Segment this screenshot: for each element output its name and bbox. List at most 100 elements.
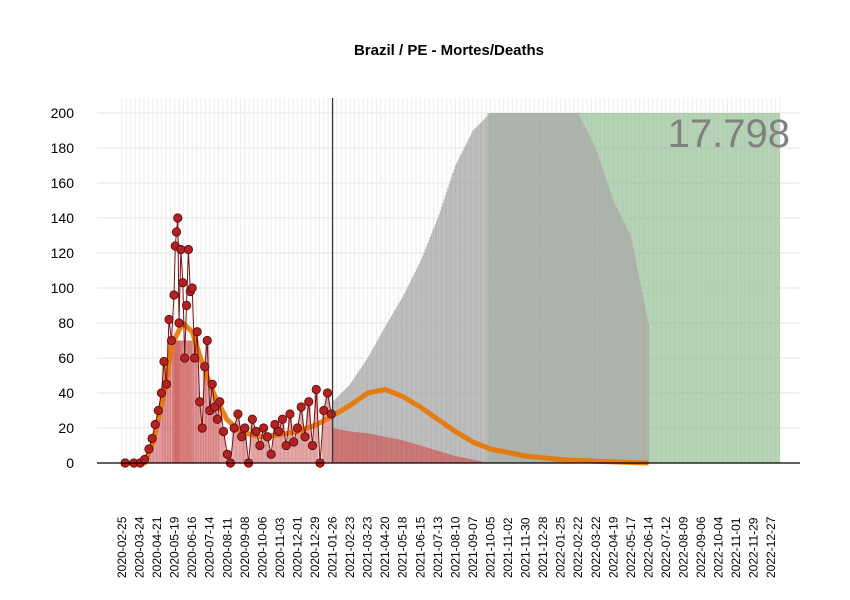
projection-lower-bar [368, 433, 370, 463]
observed-point [281, 440, 291, 451]
x-tick-label: 2022-11-29 [747, 517, 761, 578]
x-tick-label: 2021-12-28 [536, 516, 550, 578]
projection-upper-bar [558, 113, 561, 463]
projection-upper-bar [358, 371, 360, 463]
projection-upper-bar [639, 279, 641, 463]
y-tick-label: 180 [51, 140, 75, 156]
projection-lower-bar [439, 451, 441, 463]
projection-upper-bar [537, 113, 539, 463]
projection-lower-bar [451, 454, 453, 463]
projection-lower-bar [458, 456, 460, 463]
observed-bar [272, 424, 277, 463]
observed-bar [202, 366, 207, 463]
projection-lower-bar [403, 440, 405, 463]
observed-points [120, 213, 336, 468]
projection-lower-bar [397, 439, 399, 463]
projection-upper-bar [483, 119, 485, 463]
projection-lower-bar [378, 435, 380, 463]
observed-point [150, 419, 160, 430]
projection-upper-bar [570, 113, 572, 463]
projection-upper-bar [542, 113, 544, 463]
observed-bar [190, 340, 195, 463]
projection-lower-bar [369, 433, 371, 463]
projection-upper-bar [518, 113, 520, 463]
projection-upper-bar [402, 296, 404, 463]
projection-upper-bar [552, 113, 554, 463]
x-tick-label: 2020-09-08 [238, 516, 252, 578]
projection-lower-bar [398, 439, 400, 463]
projection-lower-bar [374, 434, 376, 463]
projection-upper-bar [414, 271, 416, 463]
observed-point [144, 444, 154, 454]
observed-bar [321, 410, 326, 463]
projection-lower-bar [479, 461, 482, 463]
projection-lower-bar [419, 445, 421, 463]
projection-upper-bar [407, 286, 409, 463]
y-tick-label: 80 [58, 315, 74, 331]
projection-upper-bar [529, 113, 532, 463]
projection-lower-bar [385, 437, 388, 463]
projection-upper-bar [453, 169, 455, 463]
projection-upper-bar [404, 291, 406, 463]
observed-point [255, 440, 265, 451]
observed-point [161, 379, 172, 389]
projection-upper-bar [612, 200, 614, 463]
projection-lower-bar [335, 428, 337, 463]
projection-upper-bar [547, 113, 549, 463]
projection-upper-bar [538, 113, 540, 463]
observed-bar [156, 410, 161, 463]
projection-upper-bar [517, 113, 519, 463]
observed-point [304, 397, 314, 407]
projection-upper-bar [634, 254, 636, 463]
projection-upper-bar [631, 241, 633, 463]
projection-lower-bar [452, 455, 454, 463]
projection-upper-bar [435, 221, 438, 463]
projection-lower-bar [425, 447, 428, 463]
x-tick-label: 2022-04-19 [606, 516, 620, 578]
projection-lower-bar [340, 429, 342, 463]
projection-upper-bar [482, 120, 484, 463]
projection-upper-bar [380, 333, 383, 463]
observed-line-path [125, 217, 332, 464]
observed-bar [291, 442, 296, 463]
projection-upper-bar [443, 199, 445, 463]
projection-upper-bar [502, 113, 504, 463]
observed-bar [242, 428, 247, 463]
projection-lower-bar [477, 460, 479, 463]
observed-bar [257, 445, 262, 463]
projection-upper-bar [399, 301, 401, 463]
projection-upper-bar [512, 113, 514, 463]
projection-upper-bar [365, 359, 367, 463]
projection-lower-bar [412, 443, 414, 463]
projection-lower-bar [352, 431, 354, 463]
projection-upper-bar [473, 129, 475, 463]
projection-upper-bar [621, 218, 623, 463]
projection-upper-bar [592, 143, 594, 463]
projection-upper-bar [591, 140, 593, 463]
projection-upper-bar [503, 113, 505, 463]
projection-upper-bar [447, 188, 449, 463]
projection-upper-bar [464, 145, 467, 463]
projection-upper-bar [354, 376, 356, 463]
x-tick-label: 2021-11-02 [501, 517, 515, 578]
projection-upper-bar [418, 264, 420, 463]
projection-lower-bar [407, 441, 409, 463]
projection-upper-bar [521, 113, 523, 463]
x-tick-label: 2021-04-20 [378, 516, 392, 578]
projection-upper-bar [474, 128, 477, 463]
projection-lower-bar [469, 459, 472, 463]
projection-upper-bar [620, 215, 622, 463]
observed-point [300, 432, 310, 442]
projection-lower-bar [360, 432, 362, 463]
projection-upper-bar [635, 260, 637, 463]
projection-upper-bar [618, 213, 621, 463]
projection-upper-bar [452, 173, 454, 463]
projection-upper-bar [527, 113, 529, 463]
observed-point [326, 409, 336, 419]
projection-lower-bar [473, 459, 475, 463]
projection-lower-bar [471, 459, 473, 463]
observed-bar [310, 445, 315, 463]
projection-lower-bar [355, 432, 357, 463]
y-tick-label: 60 [58, 350, 74, 366]
